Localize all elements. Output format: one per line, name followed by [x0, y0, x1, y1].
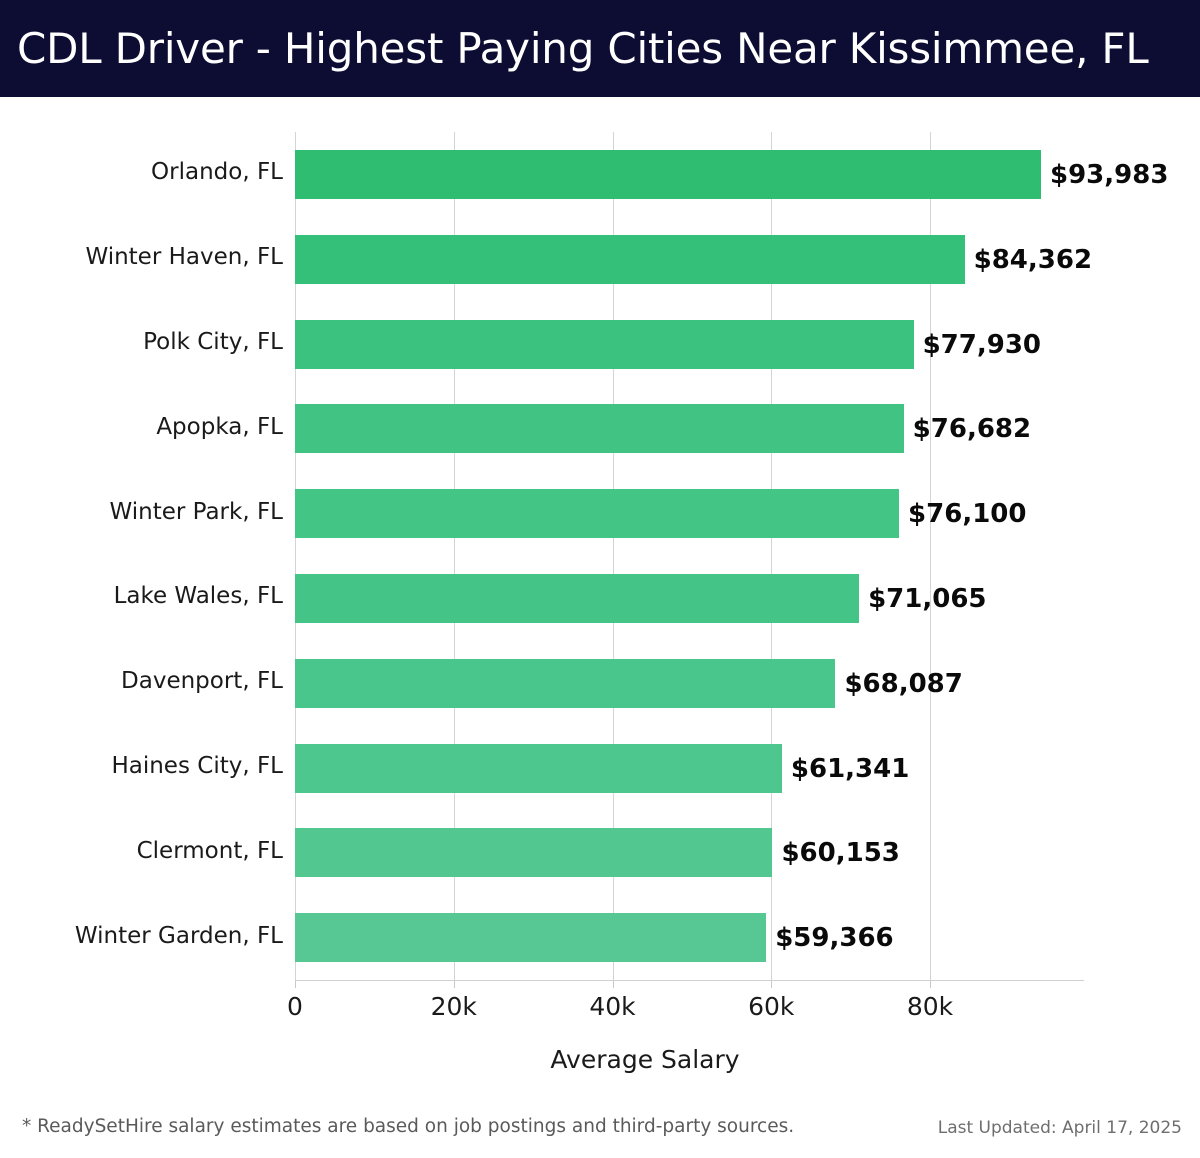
- x-tick-label: 20k: [430, 992, 477, 1021]
- category-label: Polk City, FL: [143, 329, 283, 355]
- bar[interactable]: [295, 828, 773, 877]
- gridline: [771, 132, 773, 980]
- plot-area: [295, 132, 1084, 980]
- bar-value-label: $93,983: [1050, 159, 1169, 190]
- header-band: CDL Driver - Highest Paying Cities Near …: [0, 0, 1200, 97]
- gridline: [295, 132, 296, 980]
- x-tick-label: 0: [287, 992, 303, 1021]
- bar-row[interactable]: $71,065: [295, 574, 1200, 623]
- bar-chart: Orlando, FL Winter Haven, FL Polk City, FL…: [0, 97, 1200, 1097]
- bar-value-label: $76,682: [912, 413, 1032, 444]
- x-tick-label: 60k: [748, 992, 795, 1021]
- x-tick-mark: [612, 981, 614, 988]
- x-tick-mark: [295, 981, 296, 988]
- category-label: Apopka, FL: [156, 413, 283, 440]
- bar-row[interactable]: $68,087: [295, 659, 1200, 708]
- bar-value-label: $68,087: [844, 668, 963, 699]
- bar-row[interactable]: $59,366: [295, 913, 1200, 962]
- bar-row[interactable]: $84,362: [295, 235, 1200, 284]
- bar-value-label: $60,153: [781, 837, 900, 868]
- category-label: Orlando, FL: [151, 159, 283, 186]
- bar[interactable]: [295, 235, 965, 284]
- footer-disclaimer: * ReadySetHire salary estimates are base…: [22, 1116, 795, 1137]
- bar-value-label: $77,930: [922, 329, 1041, 360]
- category-label: Winter Garden, FL: [74, 922, 283, 949]
- bar-row[interactable]: $76,100: [295, 489, 1200, 538]
- bar-row[interactable]: $77,930: [295, 320, 1200, 369]
- gridline: [612, 132, 614, 980]
- bar[interactable]: [295, 574, 860, 623]
- bar-value-label: $71,065: [868, 583, 987, 614]
- bar[interactable]: [295, 913, 767, 962]
- gridline: [453, 132, 455, 980]
- bar[interactable]: [295, 404, 904, 453]
- x-tick-label: 80k: [906, 992, 954, 1021]
- category-label: Winter Park, FL: [109, 498, 283, 525]
- x-tick-mark: [771, 981, 773, 988]
- x-axis-line: [295, 980, 1084, 981]
- category-label: Clermont, FL: [136, 837, 283, 864]
- bar-row[interactable]: $61,341: [295, 744, 1200, 793]
- bar-value-label: $59,366: [775, 922, 894, 953]
- bar-value-label: $76,100: [908, 498, 1027, 529]
- category-label: Winter Haven, FL: [85, 244, 283, 271]
- x-tick-mark: [930, 981, 931, 988]
- bar[interactable]: [295, 659, 836, 708]
- gridline: [930, 132, 931, 980]
- x-axis-title: Average Salary: [0, 1045, 1200, 1074]
- bar-value-label: $84,362: [973, 244, 1093, 275]
- bar-row[interactable]: $76,682: [295, 404, 1200, 453]
- x-tick-label: 40k: [589, 992, 636, 1021]
- footer-last-updated: Last Updated: April 17, 2025: [937, 1118, 1182, 1138]
- bar-value-label: $61,341: [790, 753, 910, 784]
- category-label: Haines City, FL: [111, 753, 283, 779]
- bar[interactable]: [295, 150, 1041, 199]
- bar[interactable]: [295, 320, 914, 369]
- bar-row[interactable]: $60,153: [295, 828, 1200, 877]
- page-title: CDL Driver - Highest Paying Cities Near …: [17, 24, 1149, 73]
- x-axis-title-text: Average Salary: [550, 1045, 740, 1074]
- bar[interactable]: [295, 489, 900, 538]
- bar[interactable]: [295, 744, 782, 793]
- category-label: Lake Wales, FL: [113, 583, 283, 610]
- footer: * ReadySetHire salary estimates are base…: [0, 1102, 1200, 1158]
- category-label: Davenport, FL: [121, 668, 283, 695]
- bar-row[interactable]: $93,983: [295, 150, 1200, 199]
- x-tick-mark: [453, 981, 455, 988]
